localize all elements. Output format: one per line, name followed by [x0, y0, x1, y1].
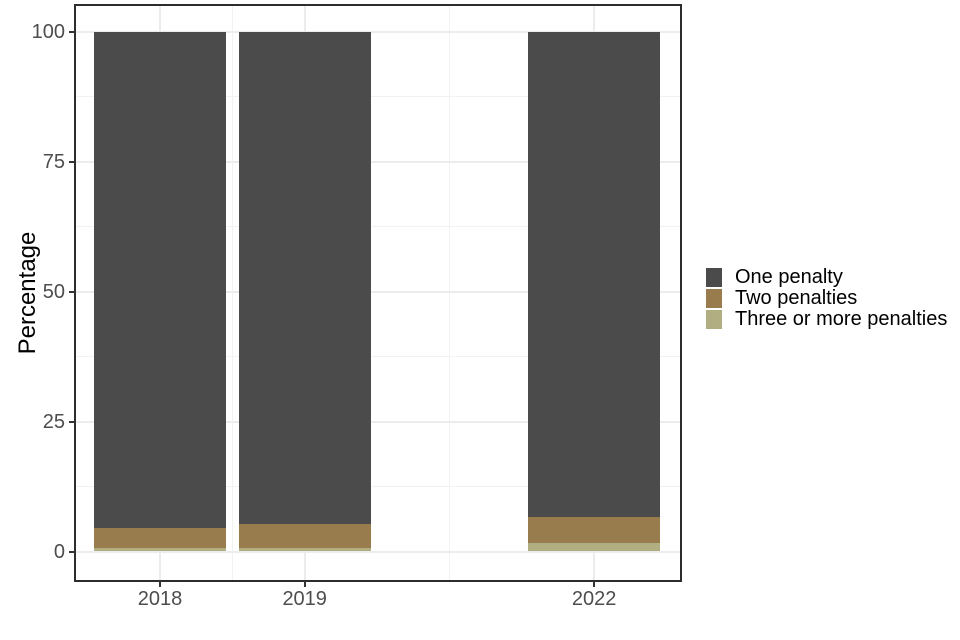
minor-gridline-horizontal: [75, 96, 681, 97]
y-axis-tick-label: 25: [42, 410, 65, 433]
major-gridline-horizontal: [75, 550, 681, 553]
x-axis-tick: [593, 581, 596, 587]
legend-item: Three or more penalties: [706, 309, 947, 330]
legend-label: Two penalties: [735, 287, 858, 309]
minor-gridline-vertical: [231, 5, 233, 581]
stacked-bar-2018: [94, 31, 226, 552]
bar-segment: [94, 547, 226, 552]
x-axis-tick-label: 2022: [571, 588, 617, 610]
y-axis-tick: [69, 550, 75, 553]
plot-panel: [75, 5, 681, 581]
legend-item: One penalty: [706, 267, 947, 288]
legend-item: Two penalties: [706, 288, 947, 309]
y-axis-tick-label: 0: [53, 540, 65, 563]
bar-segment: [238, 548, 371, 552]
major-gridline-horizontal: [75, 420, 681, 423]
x-axis-tick: [303, 581, 306, 587]
bar-segment: [238, 31, 371, 524]
legend-swatch: [706, 268, 722, 287]
bar-segment: [528, 31, 661, 518]
y-axis-tick: [69, 160, 75, 163]
legend-swatch: [706, 310, 722, 329]
y-axis-tick: [69, 30, 75, 33]
minor-gridline-horizontal: [75, 226, 681, 227]
y-axis-tick: [69, 420, 75, 423]
bar-segment: [528, 517, 661, 544]
bar-segment: [94, 528, 226, 548]
x-axis-tick: [159, 581, 161, 587]
y-axis-tick-label: 50: [42, 280, 65, 303]
minor-gridline-horizontal: [75, 356, 681, 357]
major-gridline-horizontal: [75, 160, 681, 163]
bar-segment: [238, 523, 371, 549]
x-axis-tick-label: 2019: [282, 588, 327, 610]
bar-segment: [528, 543, 661, 552]
x-axis-tick-label: 2018: [137, 588, 183, 610]
legend: One penalty Two penalties Three or more pe…: [706, 267, 947, 330]
major-gridline-horizontal: [75, 30, 681, 33]
legend-swatch: [706, 289, 722, 308]
legend-label: One penalty: [735, 266, 843, 288]
y-axis-tick: [69, 290, 75, 293]
stacked-bar-2019: [238, 31, 371, 552]
bar-segment: [94, 31, 226, 529]
y-axis-tick-label: 100: [31, 20, 65, 43]
minor-gridline-vertical: [448, 5, 450, 581]
y-axis-tick-label: 75: [42, 150, 65, 173]
minor-gridline-horizontal: [75, 486, 681, 487]
stacked-bar-2022: [528, 31, 661, 552]
legend-label: Three or more penalties: [735, 308, 948, 330]
major-gridline-horizontal: [75, 290, 681, 293]
